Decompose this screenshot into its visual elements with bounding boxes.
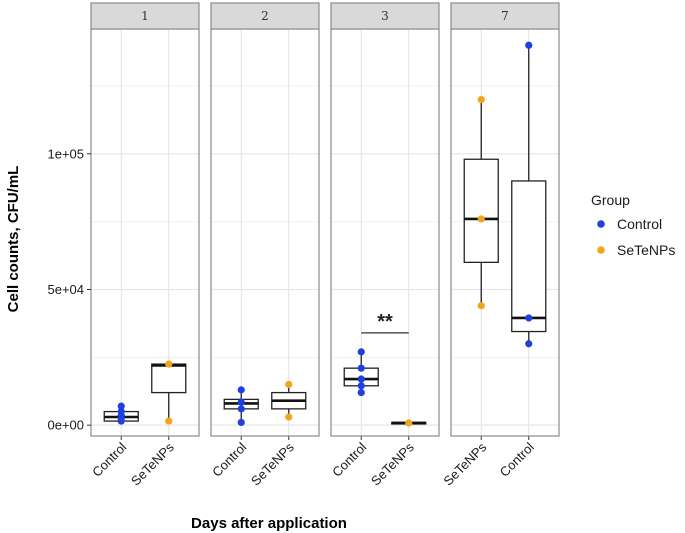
y-tick-label: 5e+04 [47,282,84,297]
legend-item-setenps: SeTeNPs [597,242,675,258]
x-tick-label: Control [209,439,249,479]
box-7-control [511,41,547,348]
x-axis-title: Days after application [191,515,347,532]
x-tick-label: SeTeNPs [248,439,297,488]
facet-strip [210,2,320,30]
data-point [357,388,365,397]
facet-strip-label: 2 [261,9,269,23]
data-point [357,375,365,383]
significance-annotation: ** [361,311,409,334]
box-2-setenps [271,380,307,421]
box-7-setenps [463,95,499,310]
x-tick-label: Control [329,439,369,479]
data-point [357,348,365,356]
box-1-setenps [151,360,187,425]
y-axis-title: Cell counts, CFU/mL [5,166,22,313]
legend: Group Control SeTeNPs [591,192,675,258]
panel-7: SeTeNPs Control 7 [440,2,560,488]
x-tick-label: SeTeNPs [128,439,177,488]
data-point [357,364,365,372]
box-2-control [223,386,259,427]
legend-item-control: Control [597,216,662,232]
data-point [237,398,245,406]
x-tick-label: SeTeNPs [368,439,417,488]
facet-strip [330,2,440,30]
box-iqr [463,158,499,263]
data-point [165,417,173,425]
box-3-setenps [391,419,427,427]
legend-key [597,246,605,254]
data-point [477,302,485,310]
legend-title: Group [591,192,630,208]
box-iqr [511,180,547,333]
data-point [477,215,485,223]
data-point [357,382,365,390]
data-point [525,314,533,322]
legend-label: Control [617,216,662,232]
data-point [165,360,173,368]
significance-label: ** [377,311,393,333]
data-point [117,402,125,410]
legend-key [597,220,605,228]
data-point [117,407,125,416]
facet-strip [450,2,560,30]
data-point [237,405,245,413]
facet-strip [90,2,200,30]
data-point [477,95,485,104]
data-point [237,386,245,394]
data-point [237,418,245,427]
legend-label: SeTeNPs [617,242,675,258]
box-iqr [151,363,187,394]
panel-background [211,29,319,436]
data-point [525,41,533,49]
box-1-control [103,402,139,425]
y-tick-label: 0e+00 [47,418,84,433]
facet-strip-label: 1 [141,9,149,23]
data-point [525,340,533,348]
box-3-control [343,348,379,397]
y-axis: 0e+00 5e+04 1e+05 [47,146,91,433]
data-point [405,419,413,427]
data-point [285,413,293,421]
x-tick-label: Control [89,439,129,479]
facet-strip-label: 3 [381,9,389,23]
y-tick-label: 1e+05 [47,146,84,161]
x-tick-label: Control [497,439,537,479]
data-point [285,380,293,389]
x-tick-label: SeTeNPs [440,439,489,488]
facet-strip-label: 7 [501,9,509,23]
